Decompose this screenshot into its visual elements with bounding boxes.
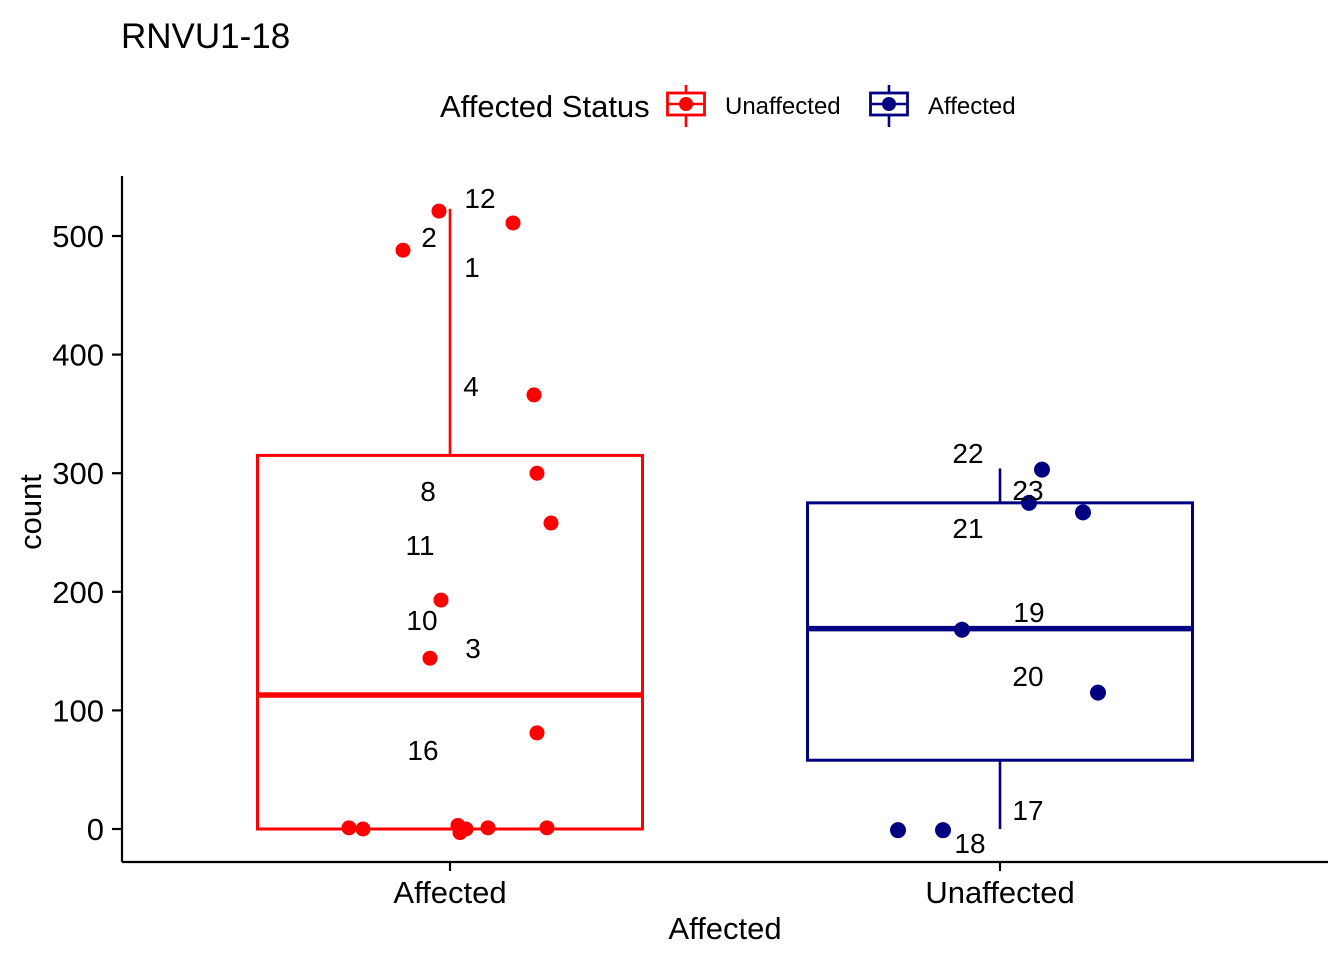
y-tick-label: 500	[52, 219, 104, 254]
point-label: 21	[952, 513, 983, 544]
point-label: 22	[952, 438, 983, 469]
y-tick-label: 400	[52, 338, 104, 373]
point-label: 19	[1013, 597, 1044, 628]
data-point	[452, 825, 468, 841]
x-category-label: Unaffected	[925, 875, 1074, 910]
data-point	[526, 387, 542, 403]
legend-label-unaffected: Unaffected	[725, 93, 841, 120]
legend-title: Affected Status	[440, 89, 650, 124]
point-label: 17	[1012, 795, 1043, 826]
point-label: 23	[1012, 475, 1043, 506]
point-label: 3	[465, 633, 481, 664]
data-point	[529, 725, 545, 741]
y-tick-label: 0	[87, 812, 104, 847]
x-axis-title: Affected	[668, 911, 781, 946]
data-point	[1021, 494, 1037, 511]
data-point	[935, 822, 951, 839]
data-point	[433, 592, 449, 608]
data-point	[480, 820, 496, 836]
plot-title: RNVU1-18	[121, 17, 291, 56]
data-point	[1075, 504, 1091, 521]
data-point	[395, 242, 411, 258]
legend-label-affected: Affected	[928, 93, 1016, 120]
box	[806, 501, 1194, 762]
data-point	[954, 621, 970, 638]
x-category-label: Affected	[393, 875, 506, 910]
box	[256, 453, 644, 831]
point-label: 11	[405, 530, 434, 561]
boxplot-key-icon	[869, 85, 909, 127]
point-label: 10	[406, 605, 437, 636]
data-point	[529, 465, 545, 481]
point-label: 12	[464, 183, 495, 214]
data-point	[890, 822, 906, 839]
point-label: 20	[1012, 661, 1043, 692]
data-point	[355, 821, 371, 837]
legend-key-boxplot-icon-affected	[869, 84, 909, 133]
data-point	[422, 650, 438, 666]
boxplot-key-icon	[666, 85, 706, 127]
legend: Affected Status Unaffected Affected	[0, 0, 1344, 140]
y-tick-label: 100	[52, 693, 104, 728]
point-label: 1	[464, 252, 480, 283]
data-point	[1090, 684, 1106, 701]
data-point	[1034, 461, 1050, 478]
y-tick-label: 300	[52, 456, 104, 491]
legend-key-boxplot-icon-unaffected	[666, 84, 706, 133]
data-point	[431, 203, 447, 219]
point-label: 4	[463, 371, 479, 402]
y-tick-label: 200	[52, 575, 104, 610]
point-label: 8	[420, 476, 436, 507]
y-axis-title: count	[13, 474, 48, 550]
data-point	[543, 515, 559, 531]
data-point	[539, 820, 555, 836]
data-point	[341, 820, 357, 836]
point-label: 18	[954, 828, 985, 859]
point-label: 16	[407, 735, 438, 766]
data-point	[505, 215, 521, 231]
point-label: 2	[421, 222, 437, 253]
